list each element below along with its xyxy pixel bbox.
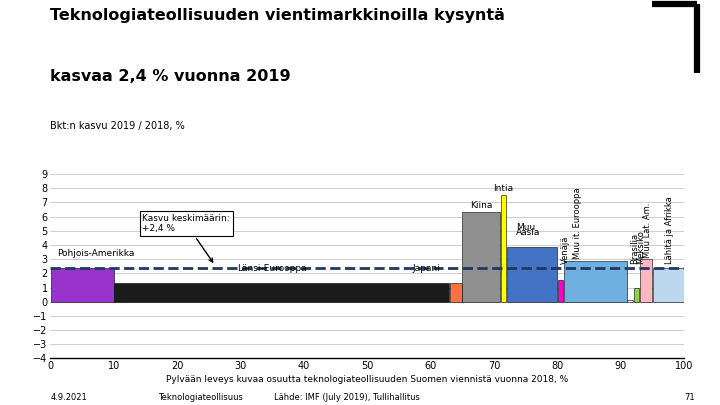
Text: kasvaa 2,4 % vuonna 2019: kasvaa 2,4 % vuonna 2019 <box>50 69 291 84</box>
Text: Meksiko: Meksiko <box>636 230 646 264</box>
Bar <box>640 259 652 302</box>
Text: Venäjä: Venäjä <box>560 236 570 264</box>
Bar <box>564 261 626 302</box>
Text: Muu: Muu <box>516 223 536 232</box>
Text: Länsi-Eurooppa: Länsi-Eurooppa <box>238 264 307 273</box>
Text: Kiina: Kiina <box>470 201 492 210</box>
Bar <box>557 280 563 302</box>
Text: Pohjois-Amerikka: Pohjois-Amerikka <box>57 249 134 258</box>
Bar <box>450 284 462 302</box>
Text: Lähde: IMF (July 2019), Tullihallitus: Lähde: IMF (July 2019), Tullihallitus <box>274 393 420 402</box>
Bar <box>500 195 506 302</box>
Text: Lähitä ja Afrikka: Lähitä ja Afrikka <box>665 196 674 264</box>
Text: Muu it. Eurooppa: Muu it. Eurooppa <box>573 188 582 259</box>
Text: Intia: Intia <box>493 184 513 193</box>
Bar <box>114 283 449 302</box>
Text: Teknologiateollisuuden vientimarkkinoilla kysyntä: Teknologiateollisuuden vientimarkkinoill… <box>50 8 505 23</box>
Bar <box>652 268 684 302</box>
Text: 4.9.2021: 4.9.2021 <box>50 393 87 402</box>
Text: Kasvu keskimäärin:
+2,4 %: Kasvu keskimäärin: +2,4 % <box>143 214 230 262</box>
Text: Muu Lat. Am.: Muu Lat. Am. <box>643 202 652 258</box>
Text: Japani: Japani <box>413 264 440 273</box>
X-axis label: Pylvään leveys kuvaa osuutta teknologiateollisuuden Suomen viennistä vuonna 2018: Pylvään leveys kuvaa osuutta teknologiat… <box>166 375 568 384</box>
Text: Teknologiateollisuus: Teknologiateollisuus <box>158 393 243 402</box>
Text: Brasilia: Brasilia <box>630 233 639 264</box>
Text: 71: 71 <box>684 393 695 402</box>
Text: Aasia: Aasia <box>516 228 541 237</box>
Text: Bkt:n kasvu 2019 / 2018, %: Bkt:n kasvu 2019 / 2018, % <box>50 122 185 132</box>
Bar <box>462 212 500 302</box>
Bar <box>507 247 557 302</box>
Bar <box>634 288 639 302</box>
Bar <box>50 268 114 302</box>
Bar <box>627 300 633 302</box>
